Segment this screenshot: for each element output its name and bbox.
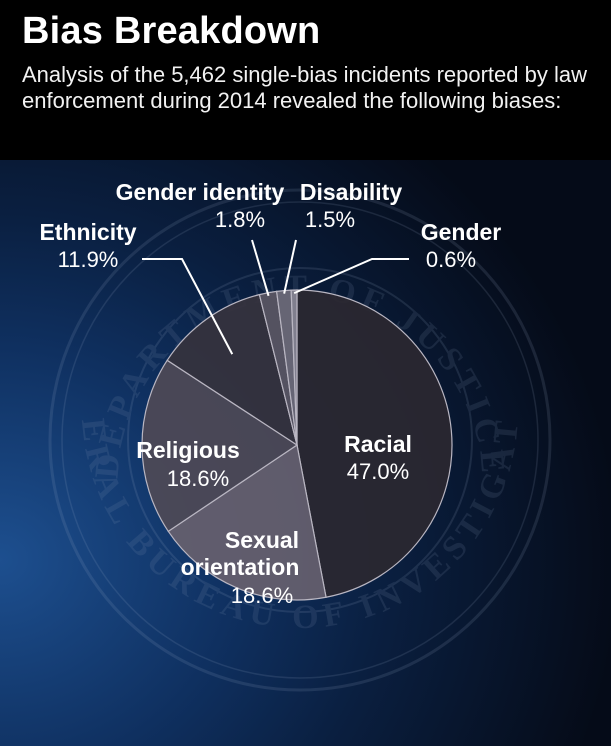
pie-slice-sexual-orientation (167, 443, 327, 601)
label-disability-value: 1.5% (305, 207, 355, 232)
label-ethnicity: Ethnicity 11.9% (39, 219, 136, 272)
pie-slice-gender (290, 289, 298, 446)
label-sexual-name2: orientation (181, 554, 300, 580)
label-disability-name: Disability (300, 179, 402, 205)
label-ethnicity-name: Ethnicity (39, 219, 136, 245)
label-gender: Gender 0.6% (421, 219, 502, 272)
leader-lines (142, 239, 409, 355)
pie-slices (141, 289, 453, 601)
label-racial-name: Racial (344, 431, 412, 457)
label-disability: Disability 1.5% (300, 179, 402, 232)
label-racial-value: 47.0% (347, 459, 409, 484)
label-gender-name: Gender (421, 219, 502, 245)
leader-line-gender-identity (251, 239, 270, 297)
label-gender-value: 0.6% (426, 247, 476, 272)
page-subtitle: Analysis of the 5,462 single-bias incide… (22, 62, 587, 113)
label-sexual-name1: Sexual (225, 527, 299, 553)
label-religious-name: Religious (136, 437, 240, 463)
pie-slice-ethnicity (166, 293, 298, 447)
leader-line-disability (283, 239, 297, 294)
label-gender-identity-name: Gender identity (116, 179, 285, 205)
header-bar: Bias Breakdown Analysis of the 5,462 sin… (0, 0, 611, 160)
label-sexual-orientation: Sexual orientation 18.6% (181, 527, 300, 608)
label-gender-identity-value: 1.8% (215, 207, 265, 232)
leader-line-gender (293, 258, 409, 295)
pie-slice-racial (296, 289, 453, 598)
label-ethnicity-value: 11.9% (58, 247, 119, 272)
label-sexual-value: 18.6% (231, 583, 293, 608)
pie-slice-religious (141, 359, 299, 533)
label-gender-identity: Gender identity 1.8% (116, 179, 285, 232)
label-religious: Religious 18.6% (136, 437, 240, 491)
page-title: Bias Breakdown (22, 10, 321, 52)
label-racial: Racial 47.0% (344, 431, 412, 484)
leader-line-ethnicity (142, 258, 234, 355)
label-religious-value: 18.6% (167, 466, 229, 491)
